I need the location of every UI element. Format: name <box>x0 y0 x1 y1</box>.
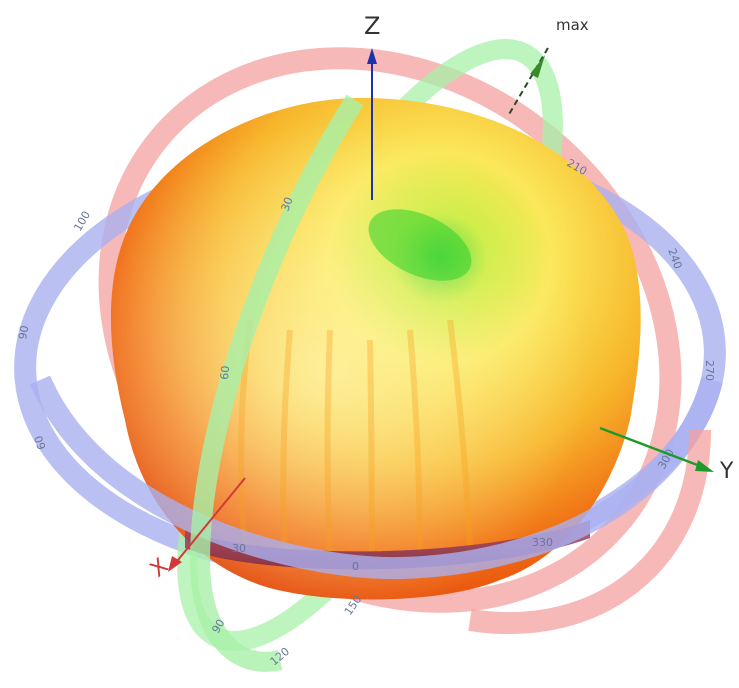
ring-blue-front <box>29 375 723 580</box>
max-direction-marker: max <box>507 16 589 117</box>
blue-tick-label: 30 <box>232 542 246 555</box>
y-axis: Y <box>599 426 734 484</box>
blue-tick-label: 0 <box>352 560 359 573</box>
blue-tick-label: 90 <box>16 324 31 340</box>
x-axis-label: X <box>146 554 174 583</box>
y-axis-label: Y <box>719 459 734 484</box>
ring-green-front <box>189 94 364 672</box>
max-label: max <box>556 16 589 34</box>
z-axis: Z <box>364 12 380 200</box>
green-tick-label: 30 <box>279 195 296 213</box>
ring-red-front <box>468 429 711 635</box>
green-tick-label: 60 <box>218 365 232 380</box>
blue-tick-label: 270 <box>703 360 716 381</box>
blue-tick-label: 60 <box>32 434 49 452</box>
z-axis-label: Z <box>364 12 380 40</box>
green-tick-label: 90 <box>209 617 227 636</box>
blue-tick-label: 330 <box>532 536 553 549</box>
